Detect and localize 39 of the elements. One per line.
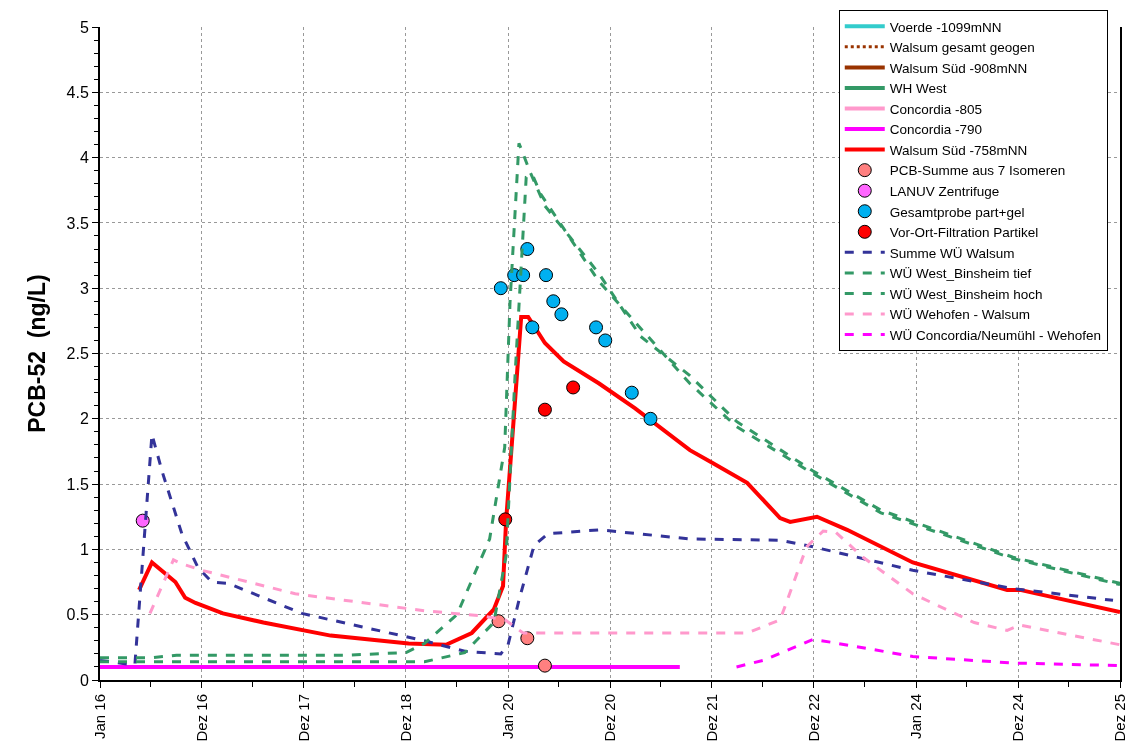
y-axis-title: PCB-52 (ng/L) — [24, 274, 51, 433]
legend-label: LANUV Zentrifuge — [889, 183, 1000, 199]
y-tick-label: 1 — [79, 541, 89, 558]
x-tick-label: Dez 20 — [600, 694, 618, 742]
legend-label: Summe WÜ Walsum — [889, 245, 1015, 261]
legend-label: WÜ West_Binsheim hoch — [889, 286, 1043, 302]
x-tick-label: Dez 17 — [294, 694, 312, 742]
legend-label: Walsum gesamt geogen — [889, 40, 1035, 56]
x-tick-label: Dez 25 — [1110, 694, 1128, 742]
y-tick-label: 2 — [79, 410, 89, 428]
x-tick-label: Dez 16 — [192, 694, 210, 742]
legend-label: Walsum Süd -758mNN — [889, 142, 1028, 158]
x-tick-label: Dez 18 — [396, 694, 414, 742]
x-tick-label: Jan 24 — [906, 694, 924, 740]
y-tick-label: 3.5 — [66, 214, 89, 232]
y-tick-label: 0 — [79, 671, 89, 689]
y-tick-label: 2.5 — [66, 345, 89, 363]
legend-label: WÜ Wehofen - Walsum — [889, 307, 1031, 323]
legend-label: PCB-Summe aus 7 Isomeren — [889, 163, 1066, 179]
y-tick-label: 4 — [79, 149, 89, 167]
legend-label: WÜ West_Binsheim tief — [889, 266, 1032, 282]
legend-label: Voerde -1099mNN — [889, 19, 1002, 35]
legend-label: Concordia -790 — [889, 122, 983, 138]
x-tick-label: Jan 20 — [498, 694, 516, 740]
x-tick-label: Dez 24 — [1008, 694, 1026, 742]
legend-label: Walsum Süd -908mNN — [889, 60, 1028, 76]
legend-label: Concordia -805 — [889, 101, 983, 117]
x-tick-label: Dez 21 — [702, 694, 720, 742]
legend-label: Vor-Ort-Filtration Partikel — [889, 225, 1039, 241]
legend-label: WH West — [889, 81, 947, 97]
legend-label: WÜ Concordia/Neumühl - Wehofen — [889, 327, 1102, 343]
x-tick-label: Dez 22 — [804, 694, 822, 742]
y-tick-label: 1.5 — [66, 475, 89, 493]
legend-label: Gesamtprobe part+gel — [889, 204, 1025, 220]
y-tick-label: 4.5 — [66, 83, 89, 101]
x-tick-label: Jan 16 — [90, 694, 108, 740]
y-tick-label: 3 — [79, 279, 89, 297]
y-tick-label: 5 — [79, 18, 89, 36]
y-tick-label: 0.5 — [66, 606, 89, 624]
